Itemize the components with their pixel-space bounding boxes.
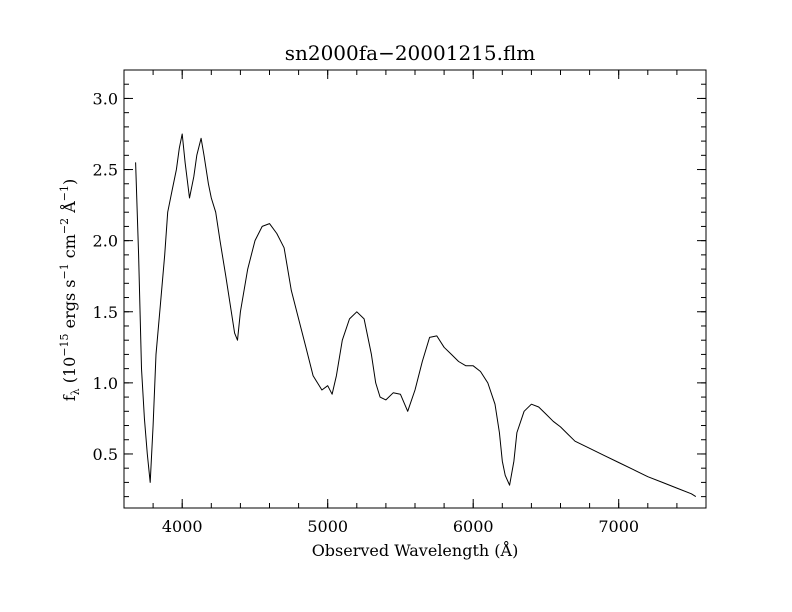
y-tick-label: 1.0 [93, 374, 118, 393]
spectrum-series-line [135, 133, 697, 498]
plot-frame [123, 69, 707, 509]
x-axis-label: Observed Wavelength (Å) [312, 540, 519, 560]
x-tick-label: 7000 [598, 517, 639, 536]
x-tick-label: 4000 [162, 517, 203, 536]
y-tick-label: 2.0 [93, 232, 118, 251]
y-tick-label: 0.5 [93, 445, 118, 464]
chart-title: sn2000fa−20001215.flm [285, 41, 536, 65]
y-tick-label: 1.5 [93, 303, 118, 322]
x-tick-label: 5000 [307, 517, 348, 536]
axis-ticks: 4000 5000 6000 7000 0.5 1.0 1.5 2.0 2.5 3.0 [93, 69, 707, 536]
y-tick-label: 2.5 [93, 161, 118, 180]
series-layer [135, 133, 697, 498]
x-tick-label: 6000 [453, 517, 494, 536]
y-axis-label: fλ (10−15 ergs s−1 cm−2 Å−1) [58, 179, 82, 402]
y-tick-label: 3.0 [93, 89, 118, 108]
